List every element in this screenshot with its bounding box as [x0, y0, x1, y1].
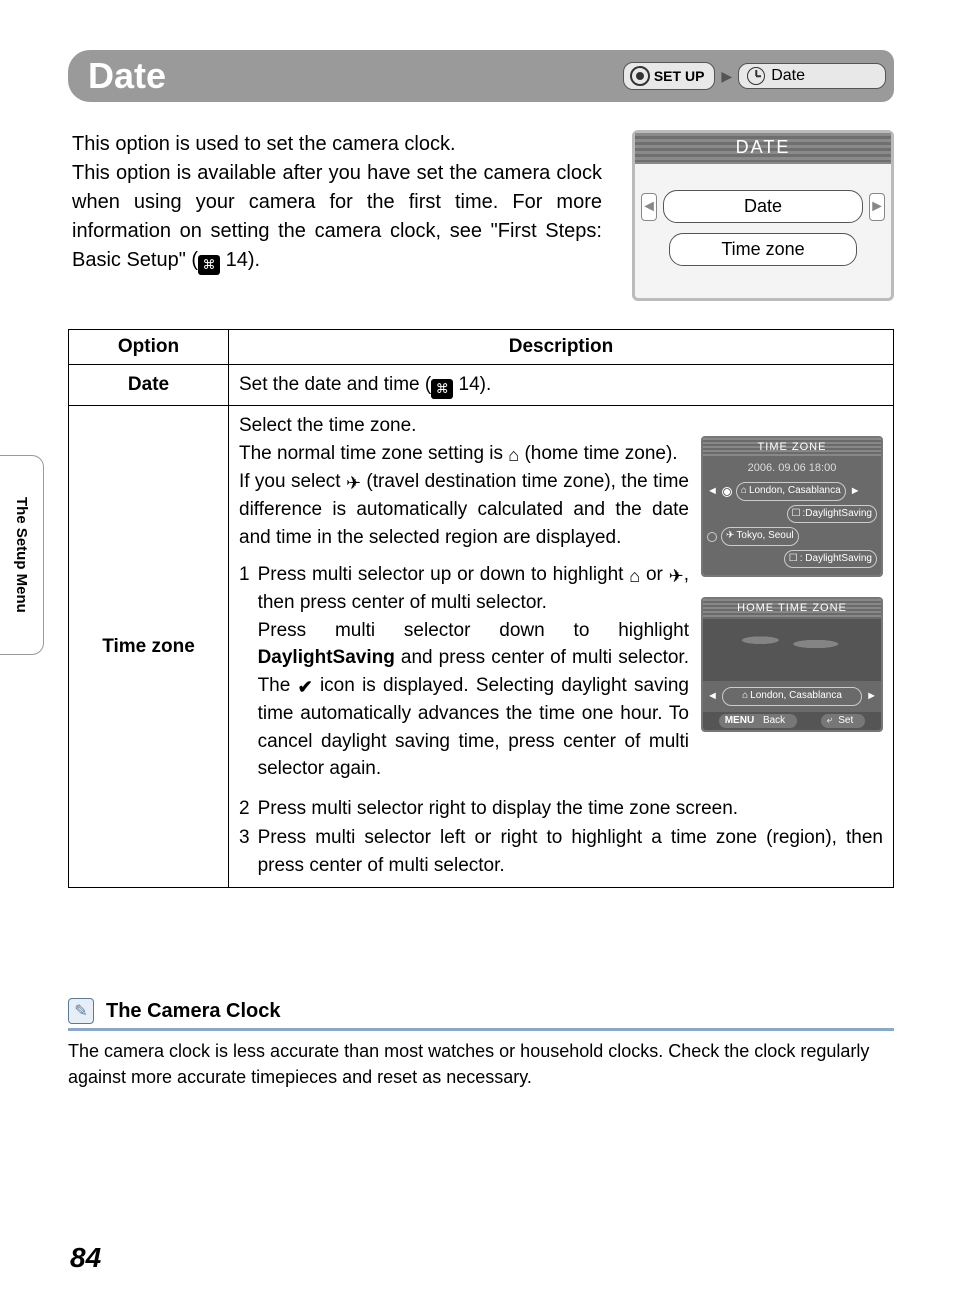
th-description: Description [229, 330, 894, 365]
intro-text: This option is used to set the camera cl… [72, 130, 602, 301]
check-icon [298, 674, 313, 700]
camera-menu-screenshot: DATE ◄ Date ► Time zone [632, 130, 894, 301]
radio-selected-icon [722, 487, 732, 497]
airplane-icon [346, 470, 361, 496]
left-arrow-icon: ◄ [641, 193, 657, 221]
crumb-setup-label: SET UP [654, 68, 705, 84]
radio-icon [707, 532, 717, 542]
option-table: Option Description Date Set the date and… [68, 329, 894, 888]
home-icon [741, 484, 747, 499]
airplane-icon [726, 529, 734, 544]
note-body: The camera clock is less accurate than m… [68, 1039, 894, 1089]
camera-menu-item-date: Date [663, 190, 863, 223]
breadcrumb-separator-icon: ▶ [721, 68, 732, 85]
timezone-screenshot-2: HOME TIME ZONE ◄London, Casablanca► MENU… [701, 597, 883, 732]
desc-date: Set the date and time (⌘ 14). [229, 365, 894, 406]
timezone-screenshot-1: TIME ZONE 2006. 09.06 18:00 ◄ London, Ca… [701, 436, 883, 577]
option-date: Date [69, 365, 229, 406]
crumb-setup: SET UP [623, 62, 716, 90]
note-camera-clock: ✎ The Camera Clock The camera clock is l… [68, 998, 894, 1089]
desc-timezone: Select the time zone. The normal time zo… [229, 406, 894, 888]
breadcrumb: SET UP ▶ Date [623, 62, 886, 90]
airplane-icon [669, 563, 684, 589]
section-header: Date SET UP ▶ Date [68, 50, 894, 102]
th-option: Option [69, 330, 229, 365]
home-icon [629, 563, 640, 589]
side-tab-label: The Setup Menu [13, 497, 30, 613]
mode-dial-icon [630, 66, 650, 86]
camera-menu-item-timezone: Time zone [669, 233, 857, 266]
note-icon: ✎ [68, 998, 94, 1024]
option-timezone: Time zone [69, 406, 229, 888]
manual-ref-icon: ⌘ [198, 255, 220, 275]
note-title: The Camera Clock [106, 1000, 281, 1023]
page-number: 84 [70, 1242, 101, 1274]
crumb-date: Date [738, 63, 886, 89]
manual-ref-icon: ⌘ [431, 379, 453, 399]
side-tab: The Setup Menu [0, 455, 44, 655]
crumb-date-label: Date [771, 67, 805, 85]
right-arrow-icon: ► [869, 193, 885, 221]
camera-menu-title: DATE [635, 133, 891, 164]
home-icon [508, 442, 519, 468]
clock-icon [747, 67, 765, 85]
home-icon [742, 689, 748, 704]
section-title: Date [88, 55, 166, 97]
